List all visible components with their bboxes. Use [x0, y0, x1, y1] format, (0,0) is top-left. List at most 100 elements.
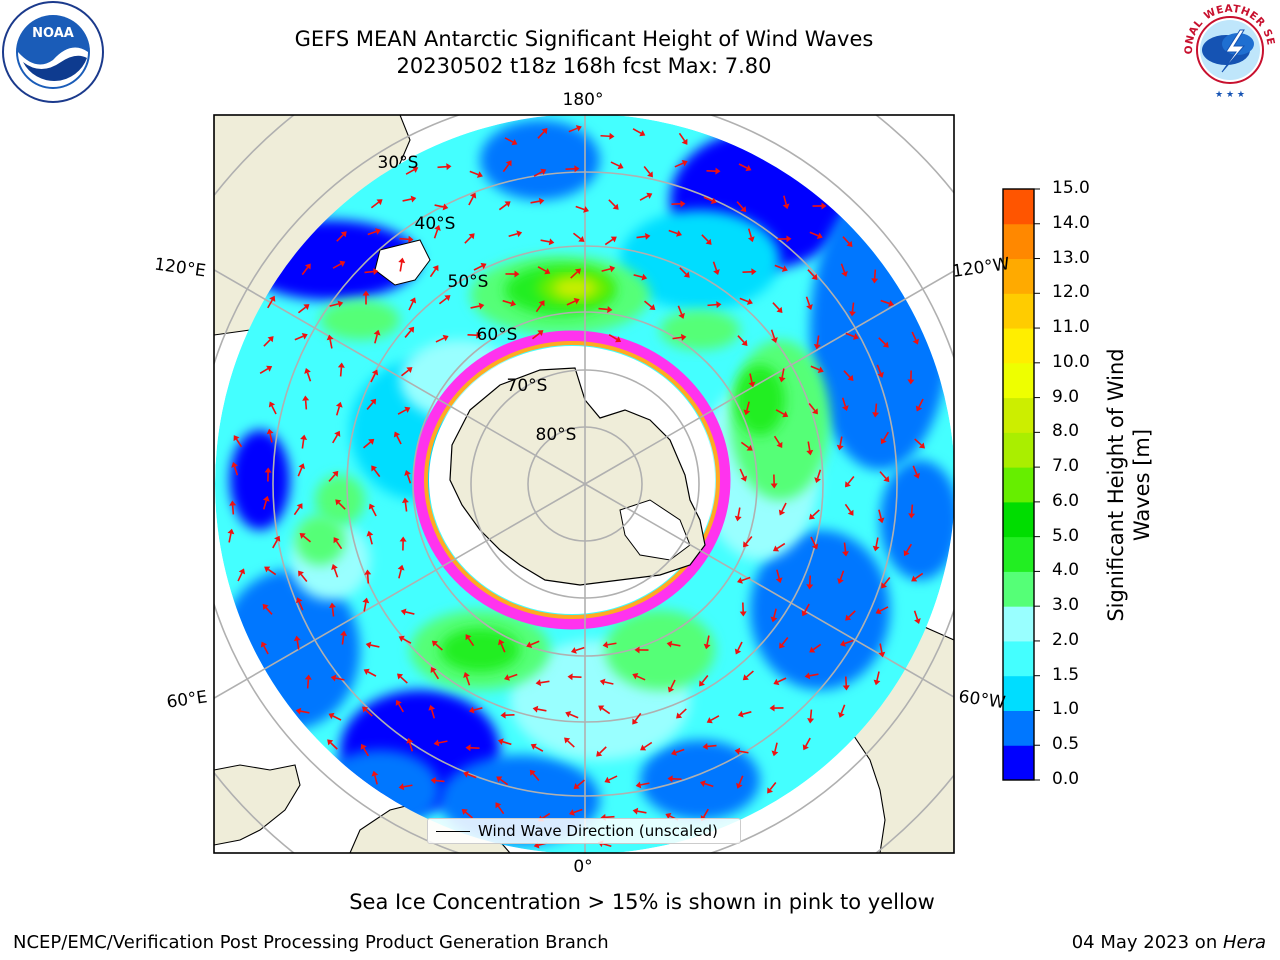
arrow-head	[770, 483, 778, 489]
wave-direction-arrow	[463, 672, 471, 686]
arrow-head	[773, 678, 780, 686]
wave-height-region-30	[553, 278, 597, 298]
wave-direction-arrow	[367, 228, 381, 236]
arrow-head	[538, 300, 545, 307]
arrow-head	[806, 584, 814, 590]
wave-direction-arrow	[502, 160, 512, 173]
wave-direction-arrow	[437, 163, 452, 171]
arrow-head	[570, 647, 577, 654]
arrow-shaft	[670, 679, 676, 689]
arrow-shaft	[298, 601, 304, 611]
arrow-shaft	[746, 670, 754, 678]
wave-direction-arrow	[772, 302, 783, 313]
arrow-shaft	[840, 263, 846, 273]
colorbar-segment	[1003, 571, 1034, 607]
wave-direction-arrow	[272, 535, 281, 549]
arrow-head	[526, 641, 533, 648]
arrow-head	[836, 444, 844, 451]
arrow-shaft	[679, 267, 687, 275]
arrow-shaft	[636, 235, 646, 239]
arrow-head	[260, 641, 268, 648]
wave-direction-arrow	[464, 233, 475, 244]
arrow-shaft	[267, 568, 277, 576]
arrow-head	[461, 808, 468, 815]
arrow-head	[465, 634, 472, 641]
wave-direction-arrow	[298, 570, 308, 583]
wave-direction-arrow	[227, 528, 235, 543]
arrow-head	[641, 273, 648, 281]
arrow-shaft	[265, 607, 273, 615]
arrow-shaft	[745, 535, 753, 545]
arrow-shaft	[610, 161, 620, 167]
arrow-shaft	[701, 234, 709, 242]
wave-direction-arrow	[366, 398, 377, 410]
colorbar-segment	[1003, 710, 1034, 746]
wave-direction-arrow	[703, 196, 717, 204]
wave-direction-arrow	[498, 201, 511, 211]
wave-direction-arrow	[530, 743, 544, 752]
arrow-shaft	[704, 782, 714, 788]
colorbar-segment	[1003, 432, 1034, 468]
arrow-head	[365, 641, 372, 649]
arrow-shaft	[263, 339, 271, 347]
arrow-head	[274, 535, 281, 542]
wave-direction-arrow	[567, 673, 582, 681]
wave-direction-arrow	[707, 301, 722, 309]
arrow-head	[476, 171, 483, 178]
arrow-shaft	[540, 239, 550, 243]
wave-direction-arrow	[469, 170, 483, 178]
arrow-shaft	[399, 237, 409, 241]
arrow-head	[666, 640, 673, 648]
arrow-shaft	[844, 503, 852, 513]
arrow-head	[575, 125, 582, 132]
arrow-shaft	[607, 642, 617, 646]
arrow-head	[770, 616, 778, 623]
arrow-shaft	[707, 303, 717, 307]
arrow-shaft	[843, 370, 851, 378]
arrow-head	[699, 780, 706, 787]
arrow-head	[397, 673, 404, 680]
arrow-shaft	[810, 536, 816, 546]
latitude-label: 40°S	[414, 214, 456, 234]
arrow-shaft	[306, 372, 312, 382]
wave-direction-arrow	[332, 260, 346, 269]
arrow-shaft	[572, 232, 582, 240]
wave-direction-arrow	[699, 780, 714, 788]
arrow-head	[327, 739, 334, 746]
arrow-head	[328, 602, 336, 608]
arrow-head	[326, 334, 334, 341]
arrow-head	[667, 775, 673, 783]
arrow-head	[840, 640, 846, 647]
wave-direction-arrow	[773, 435, 783, 448]
arrow-head	[880, 438, 887, 445]
arrow-shaft	[604, 238, 614, 246]
arrow-shaft	[643, 741, 653, 749]
wave-direction-arrow	[268, 401, 277, 415]
arrow-head	[748, 381, 756, 388]
arrow-head	[596, 750, 603, 757]
arrow-head	[495, 802, 502, 809]
wave-direction-arrow	[813, 335, 821, 350]
wave-direction-arrow	[701, 234, 712, 245]
wave-direction-arrow	[872, 403, 880, 418]
wave-direction-arrow	[608, 199, 619, 210]
arrow-shaft	[329, 339, 333, 349]
arrow-head	[262, 603, 269, 610]
arrow-shaft	[272, 539, 278, 549]
wave-direction-arrow	[809, 231, 823, 239]
colorbar-segment	[1003, 745, 1034, 781]
arrow-head	[567, 673, 573, 681]
wave-direction-arrow	[814, 469, 822, 484]
wave-direction-arrow	[434, 203, 449, 211]
arrow-head	[530, 743, 537, 750]
wave-direction-arrow	[393, 431, 402, 445]
arrow-shaft	[366, 574, 370, 584]
parallel-circle	[470, 369, 700, 599]
wave-direction-arrow	[643, 165, 653, 178]
nws-logo-icon: NATIONAL WEATHER SERVICE ★ ★ ★	[1178, 0, 1278, 100]
colorbar-segment	[1003, 189, 1034, 225]
arrow-head	[444, 295, 451, 302]
footer-credit: NCEP/EMC/Verification Post Processing Pr…	[13, 932, 609, 953]
arrow-shaft	[809, 709, 813, 719]
arrow-head	[737, 577, 743, 584]
